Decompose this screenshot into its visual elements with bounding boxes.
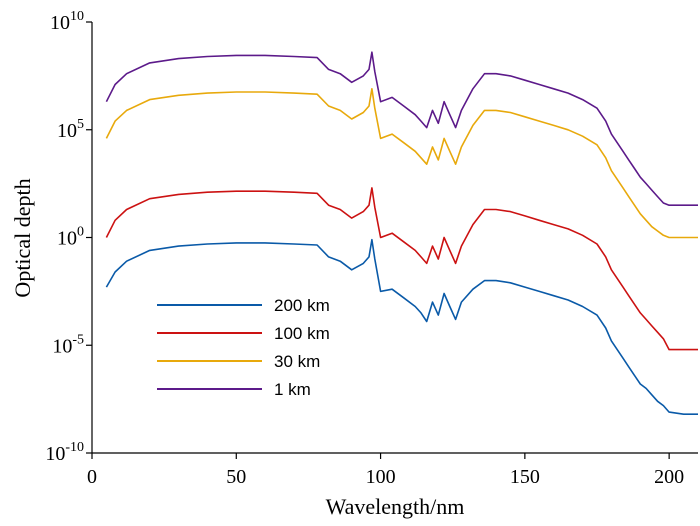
- series-layer: [105, 51, 698, 416]
- y-tick-exponent: -5: [72, 332, 84, 347]
- y-tick-base: 10: [52, 335, 72, 357]
- y-axis-title: Optical depth: [10, 178, 35, 297]
- y-tick-base: 10: [50, 12, 70, 34]
- y-tick-label: 10-5: [52, 332, 84, 357]
- y-tick-exponent: 0: [77, 225, 84, 240]
- x-tick-label: 200: [654, 466, 684, 488]
- y-tick-label: 10-10: [45, 440, 84, 465]
- y-tick-label: 1010: [50, 9, 84, 34]
- y-tick-base: 10: [57, 228, 77, 250]
- y-tick-exponent: -10: [65, 440, 84, 455]
- legend-label: 30 km: [274, 352, 320, 371]
- y-tick-base: 10: [45, 443, 65, 465]
- x-tick-label: 50: [226, 466, 246, 488]
- x-ticks: 0 50 100 150 200: [87, 453, 684, 488]
- series-line-1-km: [105, 51, 698, 206]
- legend-label: 100 km: [274, 324, 330, 343]
- x-tick-label: 150: [510, 466, 540, 488]
- series-line-30-km: [105, 88, 698, 239]
- y-tick-label: 105: [57, 117, 84, 142]
- y-tick-label: 100: [57, 225, 84, 250]
- x-axis-title: Wavelength/nm: [326, 494, 465, 519]
- legend-label: 1 km: [274, 380, 311, 399]
- x-tick-label: 100: [366, 466, 396, 488]
- x-tick-label: 0: [87, 466, 97, 488]
- legend-label: 200 km: [274, 296, 330, 315]
- legend: 200 km 100 km 30 km 1 km: [157, 296, 330, 399]
- series-line-200-km: [105, 238, 698, 416]
- y-tick-exponent: 10: [70, 9, 84, 24]
- y-tick-base: 10: [57, 120, 77, 142]
- series-line-100-km: [105, 187, 698, 351]
- y-tick-exponent: 5: [77, 117, 84, 132]
